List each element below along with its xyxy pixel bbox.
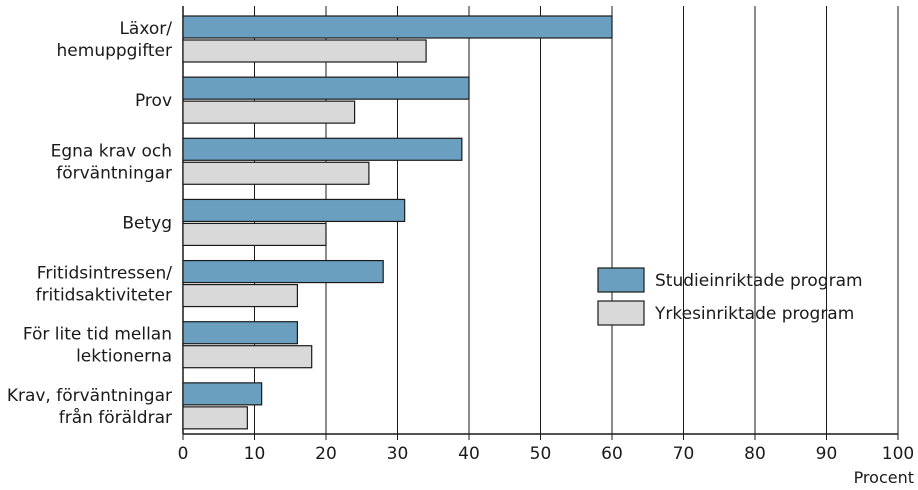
bar-study-1 (182, 76, 470, 100)
tick-label-90: 90 (816, 444, 838, 464)
category-label-3-0: Betyg (122, 213, 172, 233)
tick-label-20: 20 (315, 444, 337, 464)
tick-label-10: 10 (244, 444, 266, 464)
category-label-5-0: För lite tid mellan (23, 325, 172, 345)
bar-study-5 (182, 321, 299, 345)
bar-study-6 (182, 382, 263, 406)
legend-label-0: Studieinriktade program (655, 271, 863, 291)
legend: Studieinriktade program Yrkesinriktade pr… (597, 267, 863, 326)
category-label-0-1: hemuppgifter (57, 41, 172, 61)
tick-label-50: 50 (530, 444, 552, 464)
bar-study-2 (182, 137, 463, 161)
legend-swatch-1 (597, 300, 645, 326)
tick-label-100: 100 (882, 444, 914, 464)
category-label-1-0: Prov (135, 91, 172, 111)
x-axis-title: Procent (854, 468, 914, 487)
bar-study-3 (182, 198, 406, 223)
category-label-4-0: Fritidsintressen/ (37, 264, 172, 284)
category-label-4-1: fritidsaktiviteter (36, 286, 172, 306)
bar-vocational-5 (182, 345, 313, 369)
legend-swatch-0 (597, 267, 645, 293)
bar-study-0 (182, 15, 613, 39)
category-label-6-1: från föräldrar (59, 407, 172, 428)
category-label-0-0: Läxor/ (119, 19, 172, 39)
bar-vocational-3 (182, 222, 327, 247)
bar-vocational-2 (182, 161, 370, 185)
bar-vocational-0 (182, 39, 427, 63)
bar-vocational-6 (182, 406, 248, 430)
tick-label-60: 60 (601, 444, 623, 464)
bars (182, 15, 613, 430)
category-label-2-0: Egna krav och (51, 141, 172, 161)
category-label-2-1: förväntningar (56, 163, 172, 183)
tick-label-40: 40 (458, 444, 480, 464)
tick-label-70: 70 (673, 444, 695, 464)
tick-label-80: 80 (744, 444, 766, 464)
bar-study-4 (182, 259, 384, 284)
category-labels: Läxor/hemuppgifter Prov Egna krav ochförvä… (7, 19, 172, 428)
bar-vocational-1 (182, 100, 356, 124)
category-label-6-0: Krav, förväntningar (7, 386, 172, 406)
tick-label-0: 0 (178, 444, 189, 464)
bar-vocational-4 (182, 283, 299, 308)
legend-label-1: Yrkesinriktade program (654, 304, 854, 324)
category-label-5-1: lektionerna (76, 347, 172, 367)
x-axis: 0 10 20 30 40 50 60 70 80 90 100 (178, 433, 914, 464)
tick-label-30: 30 (387, 444, 409, 464)
